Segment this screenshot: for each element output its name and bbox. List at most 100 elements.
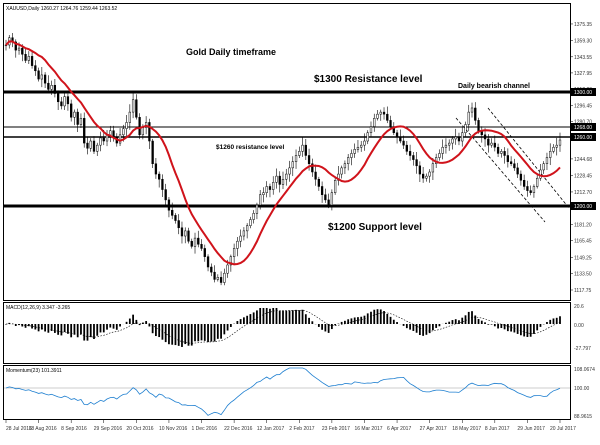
candle-body — [500, 151, 502, 153]
candle-body — [373, 118, 375, 126]
macd-bar — [324, 324, 326, 331]
candle-body — [471, 108, 473, 112]
macd-bar — [158, 324, 160, 337]
macd-bar — [181, 324, 183, 347]
candle-body — [351, 153, 353, 157]
candle-body — [458, 137, 460, 141]
macd-bar — [210, 324, 212, 342]
candle-body — [321, 186, 323, 194]
chart-title: Gold Daily timeframe — [186, 47, 276, 57]
date-axis-label: 29 Jun 2017 — [517, 426, 545, 432]
candle-body — [318, 179, 320, 186]
candle-body — [184, 231, 186, 236]
macd-bar — [295, 310, 297, 324]
momentum-tick-bottom: 88.9615 — [574, 414, 592, 420]
macd-bar — [536, 324, 538, 330]
candle-body — [21, 48, 23, 54]
price-tag-1260: 1260.00 — [574, 135, 592, 141]
candle-body — [266, 186, 268, 192]
annotation-resistance-1300: $1300 Resistance level — [314, 74, 423, 85]
candle-body — [126, 122, 128, 128]
date-axis-label: 6 Apr 2017 — [387, 426, 411, 432]
macd-bar — [549, 320, 551, 324]
candle-body — [83, 118, 85, 143]
candle-body — [504, 151, 506, 155]
candle-body — [217, 277, 219, 279]
macd-bar — [184, 324, 186, 344]
candle-body — [409, 151, 411, 155]
candle-body — [468, 112, 470, 124]
candle-body — [298, 151, 300, 155]
candle-body — [194, 238, 196, 246]
candle-body — [354, 149, 356, 153]
macd-bar — [559, 316, 561, 324]
candle-body — [425, 176, 427, 178]
candle-body — [390, 120, 392, 126]
macd-bar — [461, 318, 463, 324]
macd-bar — [354, 317, 356, 324]
candle-body — [364, 141, 366, 145]
candle-body — [236, 241, 238, 248]
macd-bar — [87, 324, 89, 341]
candle-body — [129, 112, 131, 122]
candle-body — [484, 135, 486, 139]
candle-body — [204, 248, 206, 256]
candle-body — [152, 141, 154, 164]
macd-bar — [360, 317, 362, 324]
macd-bar — [227, 324, 229, 331]
annotation-resistance-1260: $1260 resistance level — [216, 144, 284, 151]
candle-body — [429, 172, 431, 176]
candle-body — [100, 138, 102, 145]
date-axis-label: 20 Jul 2017 — [550, 426, 576, 432]
macd-bar — [204, 324, 206, 341]
macd-bar — [256, 310, 258, 324]
macd-bar — [484, 322, 486, 324]
candle-body — [109, 131, 111, 135]
macd-bar — [240, 319, 242, 324]
macd-bar — [80, 324, 82, 334]
candle-body — [243, 231, 245, 236]
macd-bar — [530, 324, 532, 337]
candle-body — [250, 220, 252, 226]
candle-body — [240, 236, 242, 241]
candle-body — [341, 168, 343, 174]
candle-body — [520, 174, 522, 180]
macd-bar — [546, 322, 548, 324]
macd-bar — [243, 317, 245, 324]
candle-body — [201, 244, 203, 248]
macd-bar — [96, 324, 98, 336]
macd-bar — [386, 314, 388, 324]
candle-body — [380, 112, 382, 114]
candle-body — [302, 145, 304, 151]
candle-body — [74, 112, 76, 117]
macd-bar — [445, 323, 447, 324]
candle-body — [61, 102, 63, 106]
candle-body — [344, 164, 346, 168]
candle-body — [93, 141, 95, 151]
macd-bar — [171, 324, 173, 345]
candle-body — [227, 265, 229, 273]
macd-bar — [455, 319, 457, 324]
candle-body — [276, 176, 278, 182]
macd-bar — [328, 324, 330, 333]
macd-bar — [57, 324, 59, 335]
date-axis-label: 20 Oct 2016 — [126, 426, 153, 432]
candle-body — [103, 138, 105, 141]
macd-bar — [28, 324, 30, 326]
candle-body — [168, 200, 170, 210]
macd-bar — [236, 321, 238, 324]
candle-body — [527, 186, 529, 190]
macd-bar — [67, 324, 69, 334]
macd-bar — [230, 324, 232, 327]
candle-body — [233, 248, 235, 256]
macd-bar — [197, 324, 199, 341]
price-axis-label: 1165.45 — [574, 239, 592, 245]
macd-bar — [465, 315, 467, 324]
candle-body — [543, 164, 545, 170]
price-axis-label: 1117.75 — [574, 288, 592, 294]
candle-body — [533, 186, 535, 192]
candle-body — [334, 180, 336, 192]
candle-body — [207, 257, 209, 267]
candle-body — [28, 56, 30, 60]
